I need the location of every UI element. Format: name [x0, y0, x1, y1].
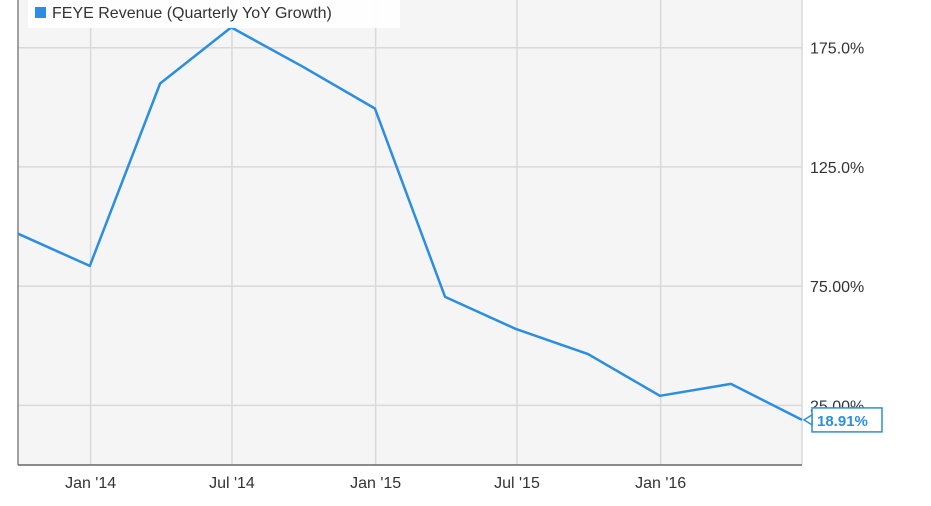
legend-background	[28, 0, 400, 28]
x-tick-label: Jan '16	[635, 475, 686, 492]
x-tick-labels: Jan '14 Jul '14 Jan '15 Jul '15 Jan '16	[65, 475, 686, 492]
series-layer	[17, 26, 803, 422]
x-tick-label: Jan '14	[65, 475, 116, 492]
x-tick-label: Jan '15	[350, 475, 401, 492]
y-tick-label: 125.0%	[810, 160, 864, 177]
legend: FEYE Revenue (Quarterly YoY Growth)	[28, 0, 400, 28]
grid-layer	[18, 0, 803, 465]
series-line	[17, 26, 803, 422]
y-tick-label: 175.0%	[810, 41, 864, 58]
legend-label: FEYE Revenue (Quarterly YoY Growth)	[52, 5, 332, 22]
last-value-box	[811, 407, 883, 433]
last-value-pointer	[802, 413, 813, 427]
y-tick-labels: 25.00%75.00%125.0%175.0%	[810, 41, 864, 416]
last-value-text: 18.91%	[817, 413, 868, 430]
y-tick-label: 75.00%	[810, 279, 864, 296]
x-tick-label: Jul '14	[209, 475, 255, 492]
legend-swatch	[35, 7, 46, 18]
last-value-label: 18.91%	[802, 407, 883, 433]
plot-background	[18, 0, 802, 465]
x-tick-label: Jul '15	[494, 475, 540, 492]
